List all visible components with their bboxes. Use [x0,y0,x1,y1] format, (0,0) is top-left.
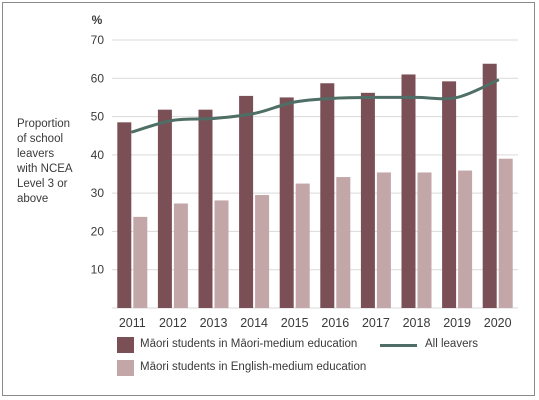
x-tick-label: 2014 [240,316,268,330]
y-tick-label: 40 [91,148,105,162]
x-tick-label: 2017 [362,316,390,330]
y-tick-label: 20 [91,224,105,238]
legend-label-maori-medium: Māori students in Māori-medium education [140,338,358,350]
y-axis-label-line: Level 3 or [17,178,68,190]
y-unit-label: % [92,13,103,27]
bar-english-medium [133,216,148,308]
y-axis-label: Proportion of school leavers with NCEA L… [17,117,97,207]
x-tick-labels: 2011 2012 2013 2014 2015 2016 2017 2018 2019 2020 [119,316,512,330]
bars [117,63,513,309]
bar-english-medium [376,172,391,308]
bar-english-medium [336,177,351,308]
bar-maori-medium [117,122,132,308]
all-leavers-line-group [130,78,500,134]
y-axis-label-line: Proportion [17,118,71,130]
y-tick-labels: 10 20 30 40 50 60 70 [91,33,105,277]
bar-maori-medium [239,95,254,308]
bar-maori-medium [360,92,375,308]
bar-maori-medium [320,83,335,309]
x-tick-label: 2020 [484,316,512,330]
y-axis-label-line: with NCEA [17,163,73,175]
y-tick-label: 60 [91,71,105,85]
bar-english-medium [417,172,432,308]
y-tick-label: 50 [91,110,105,124]
legend-label-all-leavers: All leavers [425,338,479,350]
x-tick-label: 2013 [200,316,228,330]
legend-swatch-english-medium [117,360,134,376]
legend-swatch-all-leavers [380,344,417,347]
x-tick-label: 2019 [443,316,471,330]
legend-swatch-maori-medium [117,337,134,353]
x-tick-label: 2016 [321,316,349,330]
bar-maori-medium [157,109,172,309]
bar-english-medium [295,183,310,308]
bar-english-medium [255,195,270,308]
y-tick-label: 30 [91,186,105,200]
bar-maori-medium [198,109,213,309]
bar-maori-medium [279,97,294,308]
legend-label-english-medium: Māori students in English-medium educati… [140,361,367,373]
bar-english-medium [214,200,229,308]
bar-english-medium [458,170,473,308]
x-tick-label: 2012 [159,316,187,330]
x-tick-label: 2015 [281,316,309,330]
bar-maori-medium [442,81,457,308]
bar-english-medium [498,158,513,308]
x-tick-label: 2018 [403,316,431,330]
y-tick-label: 10 [91,263,105,277]
bar-maori-medium [482,63,497,308]
y-tick-label: 70 [91,33,105,47]
all-leavers-line [130,78,500,134]
y-axis-label-line: above [17,193,49,205]
x-tick-label: 2011 [119,316,146,330]
y-axis-label-line: leavers [17,148,55,160]
y-axis-label-line: of school [17,133,64,145]
gridlines [112,39,518,309]
bar-maori-medium [401,74,416,308]
bar-english-medium [173,203,188,308]
